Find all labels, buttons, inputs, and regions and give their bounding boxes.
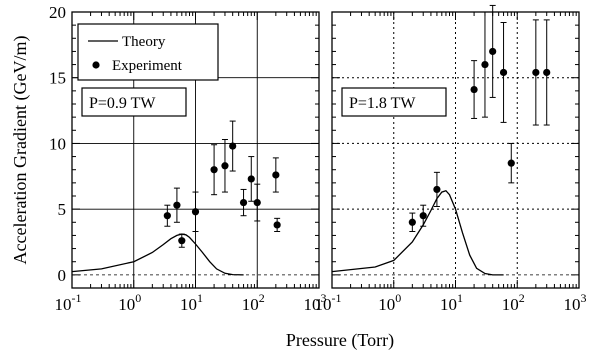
experiment-point	[253, 198, 261, 207]
x-tick-label: 10-1	[315, 291, 342, 314]
experiment-point	[481, 60, 489, 69]
experiment-point	[247, 175, 255, 183]
plot-frame	[71, 11, 320, 289]
theory-curve	[71, 233, 244, 276]
experiment-point	[499, 68, 508, 77]
panel-label: P=0.9 TW	[89, 95, 156, 112]
experiment-point	[470, 85, 478, 94]
experiment-point	[239, 198, 248, 207]
x-tick-exponent: 3	[321, 291, 327, 305]
experiment-point	[178, 237, 186, 245]
x-tick-label: 102	[242, 291, 265, 314]
legend-label-experiment: Experiment	[112, 58, 183, 74]
y-axis-label: Acceleration Gradient (GeV/m)	[10, 36, 31, 265]
x-tick-label: 102	[502, 291, 525, 314]
x-tick-label: 101	[180, 291, 203, 314]
x-tick-exponent: -1	[332, 291, 342, 305]
x-tick-label: 10-1	[55, 291, 82, 314]
legend-box	[77, 23, 219, 81]
x-tick-exponent: 1	[197, 291, 203, 305]
panel-label-box	[81, 87, 187, 117]
x-tick-exponent: 2	[259, 291, 265, 305]
x-tick-exponent: 0	[395, 291, 401, 305]
y-tick-label: 10	[49, 134, 66, 153]
experiment-point	[507, 159, 515, 167]
experiment-point	[419, 212, 427, 220]
legend-marker-experiment	[92, 61, 100, 69]
experiment-point	[408, 218, 416, 226]
theory-curve	[331, 189, 504, 276]
x-tick-label: 100	[118, 291, 141, 314]
y-tick-label: 0	[58, 266, 67, 285]
experiment-point	[273, 221, 281, 229]
x-tick-label: 101	[440, 291, 463, 314]
experiment-point	[532, 68, 540, 77]
experiment-point	[489, 47, 497, 56]
experiment-point	[221, 162, 229, 170]
experiment-point	[163, 212, 171, 220]
x-tick-exponent: 0	[135, 291, 141, 305]
x-tick-exponent: 1	[457, 291, 463, 305]
experiment-point	[210, 166, 218, 174]
experiment-point	[191, 208, 200, 216]
x-tick-exponent: 3	[581, 291, 587, 305]
experiment-point	[543, 68, 551, 77]
x-tick-label: 103	[564, 291, 587, 314]
y-tick-label: 15	[49, 69, 66, 88]
x-axis-label: Pressure (Torr)	[286, 330, 394, 351]
experiment-point	[433, 185, 441, 194]
legend-label-theory: Theory	[122, 34, 166, 50]
experiment-point	[173, 201, 181, 209]
y-tick-label: 20	[49, 3, 66, 22]
y-tick-label: 5	[58, 200, 67, 219]
x-tick-exponent: 2	[519, 291, 525, 305]
experiment-point	[272, 171, 280, 179]
plot-frame	[331, 11, 580, 289]
panel-label: P=1.8 TW	[349, 95, 416, 112]
x-tick-exponent: -1	[72, 291, 82, 305]
experiment-point	[229, 142, 237, 150]
panel-label-box	[341, 87, 447, 117]
x-tick-label: 100	[378, 291, 401, 314]
